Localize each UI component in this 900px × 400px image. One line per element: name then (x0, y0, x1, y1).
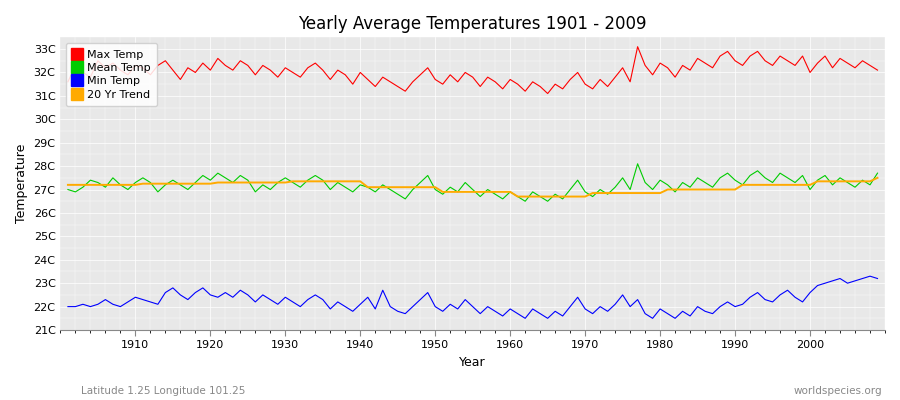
Text: Latitude 1.25 Longitude 101.25: Latitude 1.25 Longitude 101.25 (81, 386, 246, 396)
Title: Yearly Average Temperatures 1901 - 2009: Yearly Average Temperatures 1901 - 2009 (299, 15, 647, 33)
Text: worldspecies.org: worldspecies.org (794, 386, 882, 396)
Legend: Max Temp, Mean Temp, Min Temp, 20 Yr Trend: Max Temp, Mean Temp, Min Temp, 20 Yr Tre… (66, 43, 158, 106)
X-axis label: Year: Year (459, 356, 486, 369)
Y-axis label: Temperature: Temperature (15, 144, 28, 223)
